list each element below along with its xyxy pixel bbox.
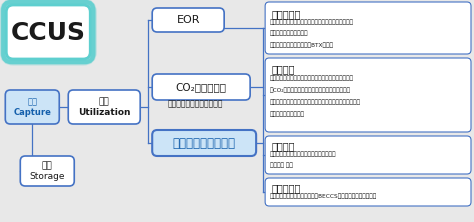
Text: ・汎用物質（オレフィン、BTXなど）: ・汎用物質（オレフィン、BTXなど） [270, 42, 334, 48]
Text: ・CO₂由来燃料またはバイオ燃料（微細藻類由来: ・CO₂由来燃料またはバイオ燃料（微細藻類由来 [270, 87, 351, 93]
Text: を除く）（メタノール、エタノール、ディーゼルなど）: を除く）（メタノール、エタノール、ディーゼルなど） [270, 99, 361, 105]
Text: EOR: EOR [176, 15, 200, 25]
Text: CO₂の直接利用: CO₂の直接利用 [176, 82, 227, 92]
Text: ・ガス燃料（メタン）: ・ガス燃料（メタン） [270, 111, 305, 117]
Text: 回収
Capture: 回収 Capture [13, 97, 51, 117]
Text: ・コンクリート製品・コンクリート構造物: ・コンクリート製品・コンクリート構造物 [270, 151, 337, 157]
FancyBboxPatch shape [265, 178, 471, 206]
Text: １．化学品: １．化学品 [271, 9, 301, 19]
FancyBboxPatch shape [265, 136, 471, 174]
Text: 利用
Utilization: 利用 Utilization [78, 97, 130, 117]
FancyBboxPatch shape [6, 5, 90, 59]
Text: ２．燃料: ２．燃料 [271, 64, 295, 74]
FancyBboxPatch shape [265, 2, 471, 54]
Text: ・含酸素化合物（ポリカーボネート、ウレタンなど）: ・含酸素化合物（ポリカーボネート、ウレタンなど） [270, 19, 354, 25]
FancyBboxPatch shape [265, 58, 471, 132]
Text: ３．鉱物: ３．鉱物 [271, 141, 295, 151]
Text: ・バイオマス由来化学品: ・バイオマス由来化学品 [270, 30, 309, 36]
FancyBboxPatch shape [152, 74, 250, 100]
Text: カーボンリサイクル: カーボンリサイクル [173, 137, 236, 149]
FancyBboxPatch shape [20, 156, 74, 186]
Text: 貯留
Storage: 貯留 Storage [29, 161, 65, 181]
Text: ・炭酸塩 など: ・炭酸塩 など [270, 162, 293, 168]
Text: （溶接・ドライアイス等）: （溶接・ドライアイス等） [167, 99, 223, 109]
Text: CCUS: CCUS [11, 21, 86, 45]
Text: ・ネガティブ・エミッション（BECCS、ブルーカーボンなど）: ・ネガティブ・エミッション（BECCS、ブルーカーボンなど） [270, 193, 377, 199]
FancyBboxPatch shape [68, 90, 140, 124]
FancyBboxPatch shape [152, 130, 256, 156]
Text: ４．その他: ４．その他 [271, 183, 301, 193]
Text: ・微細藻類バイオ燃料（ジェット燃料・ディーゼル）: ・微細藻類バイオ燃料（ジェット燃料・ディーゼル） [270, 75, 354, 81]
FancyBboxPatch shape [5, 90, 59, 124]
FancyBboxPatch shape [152, 8, 224, 32]
